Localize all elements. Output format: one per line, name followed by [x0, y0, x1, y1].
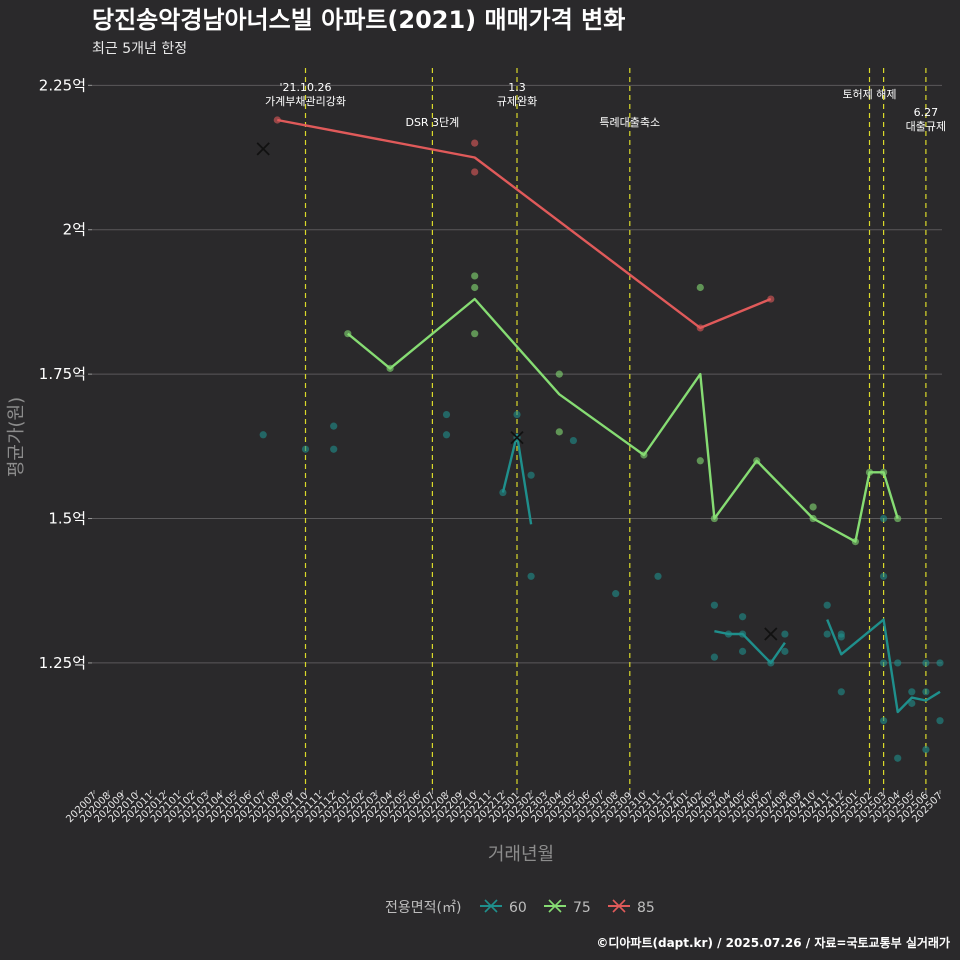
- data-point: [710, 653, 719, 661]
- data-point: [894, 754, 902, 762]
- data-point: [696, 457, 704, 465]
- data-point: [471, 272, 479, 280]
- data-point: [908, 688, 916, 696]
- data-point: [273, 116, 281, 124]
- series-line: [826, 618, 941, 714]
- data-point: [922, 659, 930, 667]
- data-point: [936, 659, 944, 667]
- data-point: [471, 139, 479, 147]
- cross-marker: [256, 142, 270, 156]
- data-point: [513, 410, 521, 419]
- data-point: [880, 659, 888, 667]
- legend-swatch-cross: [548, 899, 562, 913]
- x-axis-ticks: 2020072020082020092020102020112020122021…: [64, 790, 945, 825]
- data-point: [330, 422, 338, 430]
- data-point: [823, 630, 831, 638]
- series-line: [714, 630, 786, 665]
- data-point: [837, 633, 845, 641]
- data-point: [781, 630, 789, 638]
- data-point: [442, 431, 451, 439]
- data-point: [908, 699, 916, 707]
- data-point: [880, 572, 888, 580]
- event-label: 대출규제: [906, 120, 946, 133]
- data-point: [894, 514, 902, 523]
- legend-item-60: 60: [480, 899, 527, 916]
- data-point: [739, 647, 747, 655]
- series-line: [347, 297, 899, 543]
- data-point: [710, 601, 719, 609]
- data-point: [936, 717, 944, 725]
- cross-marker: [510, 431, 524, 445]
- data-point: [471, 330, 479, 338]
- data-point: [471, 283, 479, 292]
- data-point: [499, 488, 507, 497]
- event-label: 가계부채관리강화: [265, 95, 346, 108]
- source-caption: ©디아파트(dapt.kr) / 2025.07.26 / 자료=국토교통부 실…: [596, 935, 950, 950]
- data-point: [880, 514, 888, 523]
- data-point: [569, 436, 578, 445]
- data-point: [837, 688, 845, 696]
- data-point: [555, 370, 563, 378]
- series-line: [501, 433, 533, 525]
- event-label: 규제완화: [497, 95, 537, 108]
- event-label: 특례대출축소: [599, 116, 660, 129]
- data-point: [442, 410, 451, 419]
- data-point: [555, 428, 563, 436]
- legend-label: 75: [573, 900, 591, 916]
- x-axis-title: 거래년월: [488, 844, 554, 865]
- data-point: [823, 601, 831, 609]
- data-point: [654, 572, 662, 580]
- series-75: [344, 272, 902, 546]
- chart-title: 당진송악경남아너스빌 아파트(2021) 매매가격 변화: [92, 6, 625, 34]
- y-tick-label: 1.25억: [39, 654, 86, 672]
- y-axis-title: 평균가(원): [6, 397, 27, 477]
- y-axis-ticks: 1.25억 1.5억 1.75억 2억 2.25억: [39, 76, 92, 672]
- data-point: [781, 647, 789, 655]
- legend-swatch-cross: [484, 899, 498, 913]
- data-point: [527, 471, 535, 479]
- data-point: [259, 431, 267, 439]
- data-point: [922, 745, 930, 754]
- y-tick-label: 2.25억: [39, 76, 86, 94]
- event-label: DSR 3단계: [405, 116, 459, 129]
- data-point: [471, 168, 479, 176]
- data-point: [809, 503, 817, 511]
- legend-title: 전용면적(㎡): [385, 900, 461, 916]
- event-label: '21.10.26: [279, 81, 331, 94]
- event-label: 6.27: [914, 106, 939, 119]
- legend: 전용면적(㎡) 60 75 85: [385, 899, 655, 916]
- chart-subtitle: 최근 5개년 한정: [92, 41, 187, 57]
- data-point: [894, 659, 902, 667]
- legend-label: 85: [637, 900, 655, 916]
- legend-item-85: 85: [608, 899, 655, 916]
- data-point: [301, 445, 310, 453]
- data-point: [739, 613, 747, 621]
- data-point: [612, 590, 620, 598]
- data-point: [922, 688, 930, 696]
- y-tick-label: 2억: [63, 221, 86, 239]
- series-line: [277, 118, 772, 330]
- y-tick-label: 1.75억: [39, 365, 86, 383]
- data-point: [696, 283, 704, 292]
- data-series: [256, 116, 944, 762]
- legend-item-75: 75: [544, 899, 591, 916]
- cross-marker: [764, 627, 778, 641]
- data-point: [330, 445, 338, 453]
- legend-swatch-cross: [612, 899, 626, 913]
- event-label: 1.3: [508, 81, 526, 94]
- data-point: [527, 572, 535, 580]
- event-label: 토허제 해제: [842, 87, 896, 101]
- series-85: [256, 116, 775, 332]
- data-point: [880, 717, 888, 725]
- series-60: [259, 410, 944, 762]
- y-tick-label: 1.5억: [48, 510, 86, 528]
- legend-label: 60: [509, 900, 527, 916]
